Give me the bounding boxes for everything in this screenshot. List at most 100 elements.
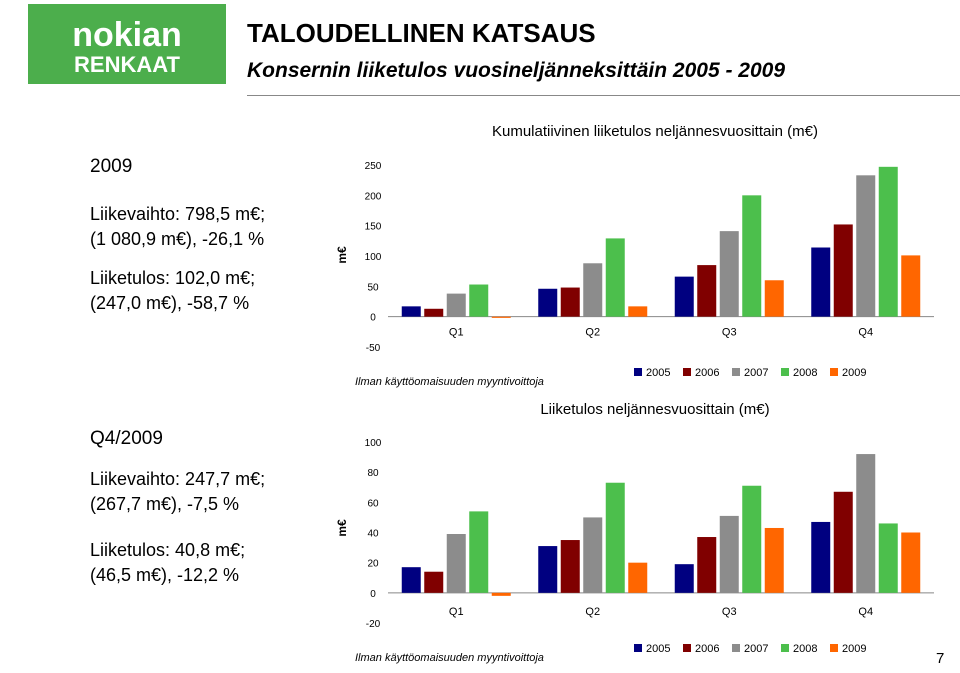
bar <box>560 287 580 317</box>
chart-title: Liiketulos neljännesvuosittain (m€) <box>540 401 769 418</box>
bar <box>833 491 853 593</box>
bar <box>538 546 558 593</box>
bar <box>491 316 511 318</box>
bar <box>583 517 603 593</box>
y-tick-label: 60 <box>367 498 379 509</box>
legend-swatch <box>781 644 789 652</box>
x-category-label: Q1 <box>449 606 464 618</box>
bar <box>901 255 921 317</box>
legend-entry: 2005 <box>646 643 670 655</box>
bar <box>811 247 831 317</box>
year-heading: 2009 <box>90 156 133 177</box>
legend-entry: 2009 <box>842 367 866 379</box>
legend-entry: 2009 <box>842 643 866 655</box>
bar <box>856 454 876 593</box>
year-profit-line: (247,0 m€), -58,7 % <box>90 293 250 313</box>
year-profit-line: Liiketulos: 102,0 m€; <box>90 268 256 288</box>
page-number: 7 <box>936 650 945 667</box>
y-tick-label: 100 <box>365 438 382 449</box>
chart-note: Ilman käyttöomaisuuden myyntivoittoja <box>355 376 544 388</box>
bar <box>424 308 444 317</box>
y-tick-label: 0 <box>370 313 376 324</box>
chart-note: Ilman käyttöomaisuuden myyntivoittoja <box>355 652 544 664</box>
y-tick-label: 40 <box>367 529 379 540</box>
bar <box>446 293 466 317</box>
bar <box>742 485 762 593</box>
year-revenue-line: Liikevaihto: 798,5 m€; <box>90 204 266 224</box>
legend-swatch <box>732 368 740 376</box>
bar <box>605 482 625 593</box>
x-category-label: Q3 <box>722 327 737 339</box>
quarterly-profit-chart-svg: Liiketulos neljännesvuosittain (m€) m€ -20… <box>335 401 934 664</box>
bar <box>583 263 603 317</box>
y-tick-label: -50 <box>366 343 381 354</box>
legend-entry: 2006 <box>695 367 719 379</box>
cumulative-profit-chart-svg: Kumulatiivinen liiketulos neljännesvuosi… <box>335 123 934 388</box>
header-divider <box>247 95 960 96</box>
y-tick-label: 0 <box>370 589 376 600</box>
bar <box>674 564 694 593</box>
y-tick-label: 20 <box>367 559 379 570</box>
bar <box>538 288 558 317</box>
nokian-renkaat-logo: nokian RENKAAT <box>28 4 226 84</box>
bar <box>697 265 717 317</box>
bar <box>811 521 831 593</box>
legend-swatch <box>830 644 838 652</box>
page-title: TALOUDELLINEN KATSAUS <box>247 18 596 48</box>
quarter-revenue: Liikevaihto: 247,7 m€; (267,7 m€), -7,5 … <box>90 467 265 517</box>
bar <box>878 523 898 593</box>
y-tick-label: 50 <box>367 282 379 293</box>
legend-entry: 2007 <box>744 643 768 655</box>
legend-entry: 2005 <box>646 367 670 379</box>
legend-entry: 2008 <box>793 367 817 379</box>
legend-swatch <box>683 368 691 376</box>
bar <box>697 537 717 593</box>
bar <box>446 534 466 593</box>
x-category-label: Q3 <box>722 606 737 618</box>
bar <box>628 306 648 317</box>
y-tick-label: 80 <box>367 468 379 479</box>
legend-swatch <box>781 368 789 376</box>
bar <box>674 276 694 317</box>
bar <box>764 280 784 317</box>
bar <box>401 567 421 593</box>
logo-line2: RENKAAT <box>74 52 180 77</box>
quarter-revenue-line: (267,7 m€), -7,5 % <box>90 494 240 514</box>
y-tick-label: 250 <box>365 161 382 172</box>
legend-swatch <box>634 644 642 652</box>
bar <box>878 166 898 317</box>
legend-entry: 2008 <box>793 643 817 655</box>
quarter-operating-profit: Liiketulos: 40,8 m€; (46,5 m€), -12,2 % <box>90 538 245 588</box>
legend-swatch <box>732 644 740 652</box>
quarterly-profit-chart: Liiketulos neljännesvuosittain (m€) m€ -20… <box>330 395 940 673</box>
quarter-profit-line: Liiketulos: 40,8 m€; <box>90 540 246 560</box>
page-subtitle: Konsernin liiketulos vuosineljänneksittä… <box>247 59 786 82</box>
x-category-label: Q2 <box>585 606 600 618</box>
chart-title: Kumulatiivinen liiketulos neljännesvuosi… <box>492 123 818 140</box>
bar <box>605 238 625 317</box>
bar <box>491 592 511 596</box>
bar <box>742 195 762 317</box>
y-tick-label: 100 <box>365 252 382 263</box>
x-category-label: Q4 <box>858 606 873 618</box>
bar <box>424 571 444 593</box>
y-tick-label: -20 <box>366 619 381 630</box>
x-category-label: Q2 <box>585 327 600 339</box>
y-tick-label: 200 <box>365 191 382 202</box>
bar <box>833 224 853 317</box>
legend-swatch <box>683 644 691 652</box>
legend-swatch <box>830 368 838 376</box>
legend-entry: 2006 <box>695 643 719 655</box>
bar <box>469 511 489 593</box>
quarter-revenue-line: Liikevaihto: 247,7 m€; <box>90 469 266 489</box>
bar <box>901 532 921 593</box>
legend-entry: 2007 <box>744 367 768 379</box>
bar <box>856 175 876 317</box>
x-category-label: Q1 <box>449 327 464 339</box>
bar <box>764 527 784 593</box>
year-revenue: Liikevaihto: 798,5 m€; (1 080,9 m€), -26… <box>90 202 265 252</box>
logo-line1: nokian <box>72 16 182 54</box>
bar <box>560 540 580 593</box>
cumulative-profit-chart: Kumulatiivinen liiketulos neljännesvuosi… <box>330 118 940 395</box>
y-tick-label: 150 <box>365 222 382 233</box>
